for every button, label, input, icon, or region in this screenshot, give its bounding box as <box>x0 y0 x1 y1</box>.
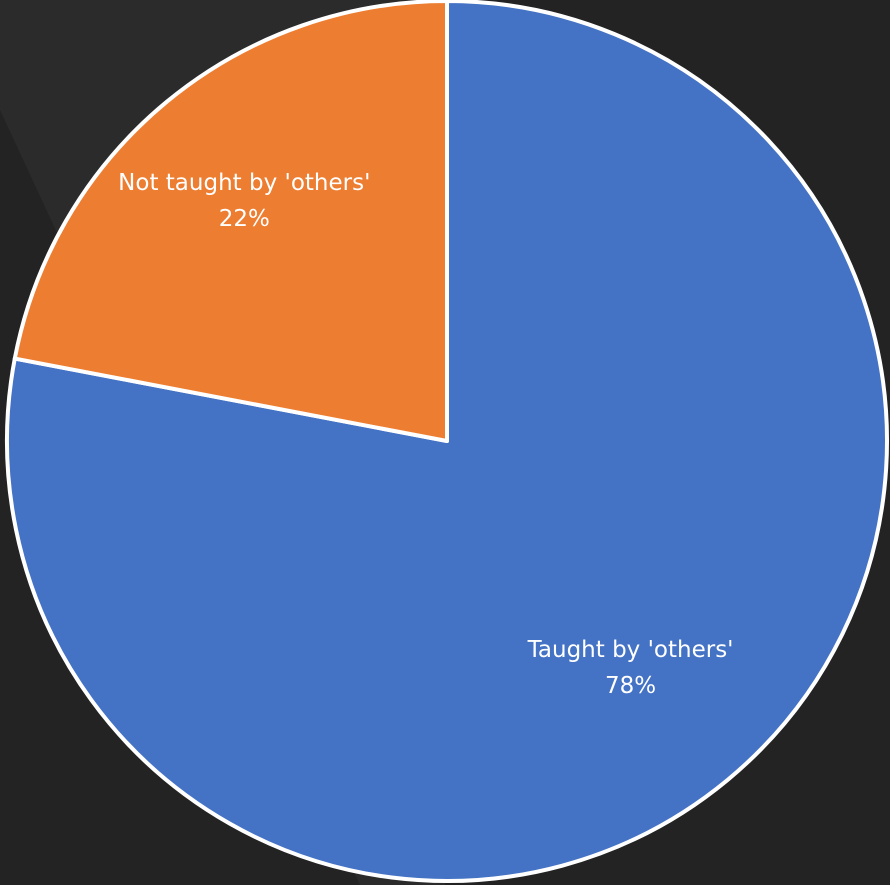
pie-slice-not-taught <box>12 0 449 443</box>
slice-label-not-taught: Not taught by 'others' <box>118 170 370 196</box>
pie-slices <box>5 0 889 883</box>
pie-slice-taught <box>5 0 889 883</box>
slice-value-taught: 78% <box>605 673 656 699</box>
slice-label-taught: Taught by 'others' <box>527 637 734 663</box>
slice-value-not-taught: 22% <box>219 206 270 232</box>
